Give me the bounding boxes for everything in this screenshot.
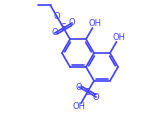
Text: OH: OH [89,19,101,28]
Text: S: S [85,87,90,97]
Text: OH: OH [113,33,126,42]
Text: O: O [69,18,75,27]
Text: O: O [75,83,82,91]
Text: O: O [52,28,58,37]
Text: O: O [93,93,99,102]
Text: OH: OH [73,102,85,111]
Text: S: S [61,23,66,32]
Text: O: O [54,12,60,21]
